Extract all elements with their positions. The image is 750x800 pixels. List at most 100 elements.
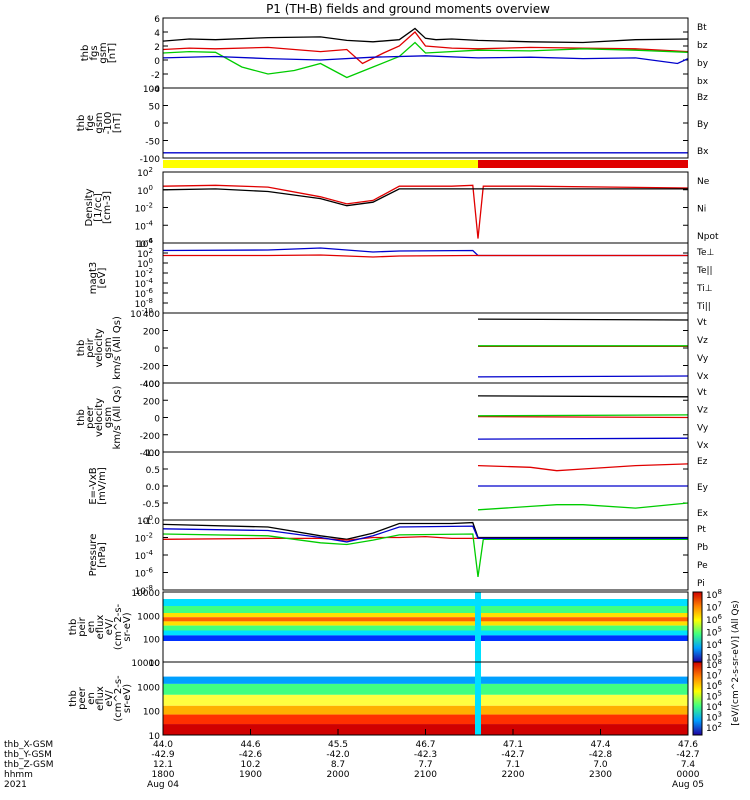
y-axis-label: [eV] xyxy=(97,268,108,289)
y-axis-label: [mV/m] xyxy=(97,467,108,505)
y-tick-label: 0.5 xyxy=(146,466,160,476)
x-tick-label: 7.1 xyxy=(506,760,520,770)
legend-label: Te|| xyxy=(696,266,713,276)
y-tick-label: 10000 xyxy=(131,659,160,669)
y-axis-label: thb xyxy=(68,619,79,636)
spectrogram-band xyxy=(163,599,688,606)
panel-8: Pressure[nPa] xyxy=(88,519,689,591)
series-ti xyxy=(162,247,688,257)
y-axis-label: gsm xyxy=(98,42,109,63)
series-te xyxy=(163,254,688,258)
legend-label: Ti|| xyxy=(696,302,711,312)
spectrogram-band xyxy=(163,635,688,641)
legend-label: Pi xyxy=(697,579,705,589)
y-axis-label: km/s (All Qs) xyxy=(112,386,123,450)
series-pt xyxy=(162,521,688,540)
y-tick-label: 102 xyxy=(137,166,153,179)
series-ni xyxy=(162,188,688,207)
x-tick-label: 7.7 xyxy=(418,760,432,770)
legend-label: Vz xyxy=(697,336,708,346)
series-pe xyxy=(162,533,688,577)
y-axis-label: gsm xyxy=(94,112,105,133)
y-tick-label: 100 xyxy=(143,708,160,718)
y-tick-label: -400 xyxy=(140,380,161,390)
y-tick-label: -4 xyxy=(151,85,160,95)
y-tick-label: 0 xyxy=(154,120,160,130)
legend-label: Vt xyxy=(697,318,707,328)
y-tick-label: 400 xyxy=(143,310,160,320)
y-tick-label: 10-2 xyxy=(135,532,153,545)
y-tick-label: -0.5 xyxy=(142,500,160,510)
chart-title: P1 (TH-B) fields and ground moments over… xyxy=(266,2,550,16)
spectrogram-band xyxy=(163,621,688,626)
x-tick-label: 45.5 xyxy=(328,740,348,750)
x-tick-label: 0000 xyxy=(677,770,700,780)
y-axis-label: sr-eV) xyxy=(122,684,133,713)
x-tick-label: -42.6 xyxy=(239,750,263,760)
y-tick-label: 10-6 xyxy=(135,567,154,580)
x-tick-label: 12.1 xyxy=(153,760,173,770)
legend-label: Npot xyxy=(697,232,719,242)
y-axis-label: sr-eV) xyxy=(122,612,133,641)
y-axis-label: en xyxy=(86,621,97,634)
series-vx xyxy=(477,437,689,440)
colorbar-tick: 105 xyxy=(706,626,722,639)
spectrogram-band xyxy=(163,705,688,715)
y-tick-label: 1.0 xyxy=(146,449,161,459)
legend-label: Bz xyxy=(697,93,708,103)
y-tick-label: -100 xyxy=(140,155,161,165)
series-ez xyxy=(477,463,689,472)
colorbar-top xyxy=(692,591,703,663)
y-axis-label: peer xyxy=(85,405,96,429)
y-tick-label: -2 xyxy=(151,71,160,81)
y-tick-label: 10000 xyxy=(131,589,160,599)
legend-label: Ni xyxy=(697,205,706,215)
series-vt xyxy=(477,395,689,398)
y-axis-label: gsm xyxy=(103,337,114,358)
panel-3: Density[1/cc][cm-3] xyxy=(84,171,689,244)
series-ne xyxy=(162,184,689,239)
x-tick-label: 10.2 xyxy=(240,760,260,770)
x-tick-label: 2300 xyxy=(589,770,612,780)
spectrogram-band xyxy=(163,694,688,706)
legend-label: by xyxy=(697,59,709,69)
x-tick-label: -42.7 xyxy=(501,750,524,760)
y-axis-label: [1/cc] xyxy=(93,193,104,222)
mode-bar-yellow xyxy=(163,160,478,168)
y-axis-label: thb xyxy=(76,340,87,357)
x-tick-label: -42.7 xyxy=(676,750,699,760)
y-tick-label: 2 xyxy=(154,43,160,53)
spectrogram-band xyxy=(163,625,688,631)
y-tick-label: 0 xyxy=(154,57,160,67)
series-vy xyxy=(477,414,689,417)
x-tick-label: 44.0 xyxy=(153,740,173,750)
y-axis-label: velocity xyxy=(94,398,105,437)
y-tick-label: 4 xyxy=(154,29,160,39)
y-axis-label: thb xyxy=(76,409,87,426)
legend-label: Pe xyxy=(697,561,708,571)
x-row-label: thb_Z-GSM xyxy=(4,760,53,770)
y-axis-label: magt3 xyxy=(88,262,99,295)
y-tick-label: -1.0 xyxy=(142,517,160,527)
gap-stripe xyxy=(475,592,481,662)
y-tick-label: 10 xyxy=(149,732,161,742)
x-row-label: 2021 xyxy=(4,780,27,790)
y-axis-label: eV/ xyxy=(104,690,115,707)
spectrogram-band xyxy=(163,613,688,618)
y-axis-label: fge xyxy=(85,115,96,131)
x-tick-label: Aug 05 xyxy=(672,780,704,790)
x-tick-label: 8.7 xyxy=(331,760,345,770)
y-tick-label: 10-2 xyxy=(135,202,153,215)
legend-label: bx xyxy=(697,77,709,87)
spectrogram-band xyxy=(163,606,688,613)
legend-label: Vx xyxy=(697,372,709,382)
panel-frame xyxy=(162,312,689,384)
x-tick-label: 2100 xyxy=(414,770,437,780)
y-axis-label: peir xyxy=(85,337,96,357)
